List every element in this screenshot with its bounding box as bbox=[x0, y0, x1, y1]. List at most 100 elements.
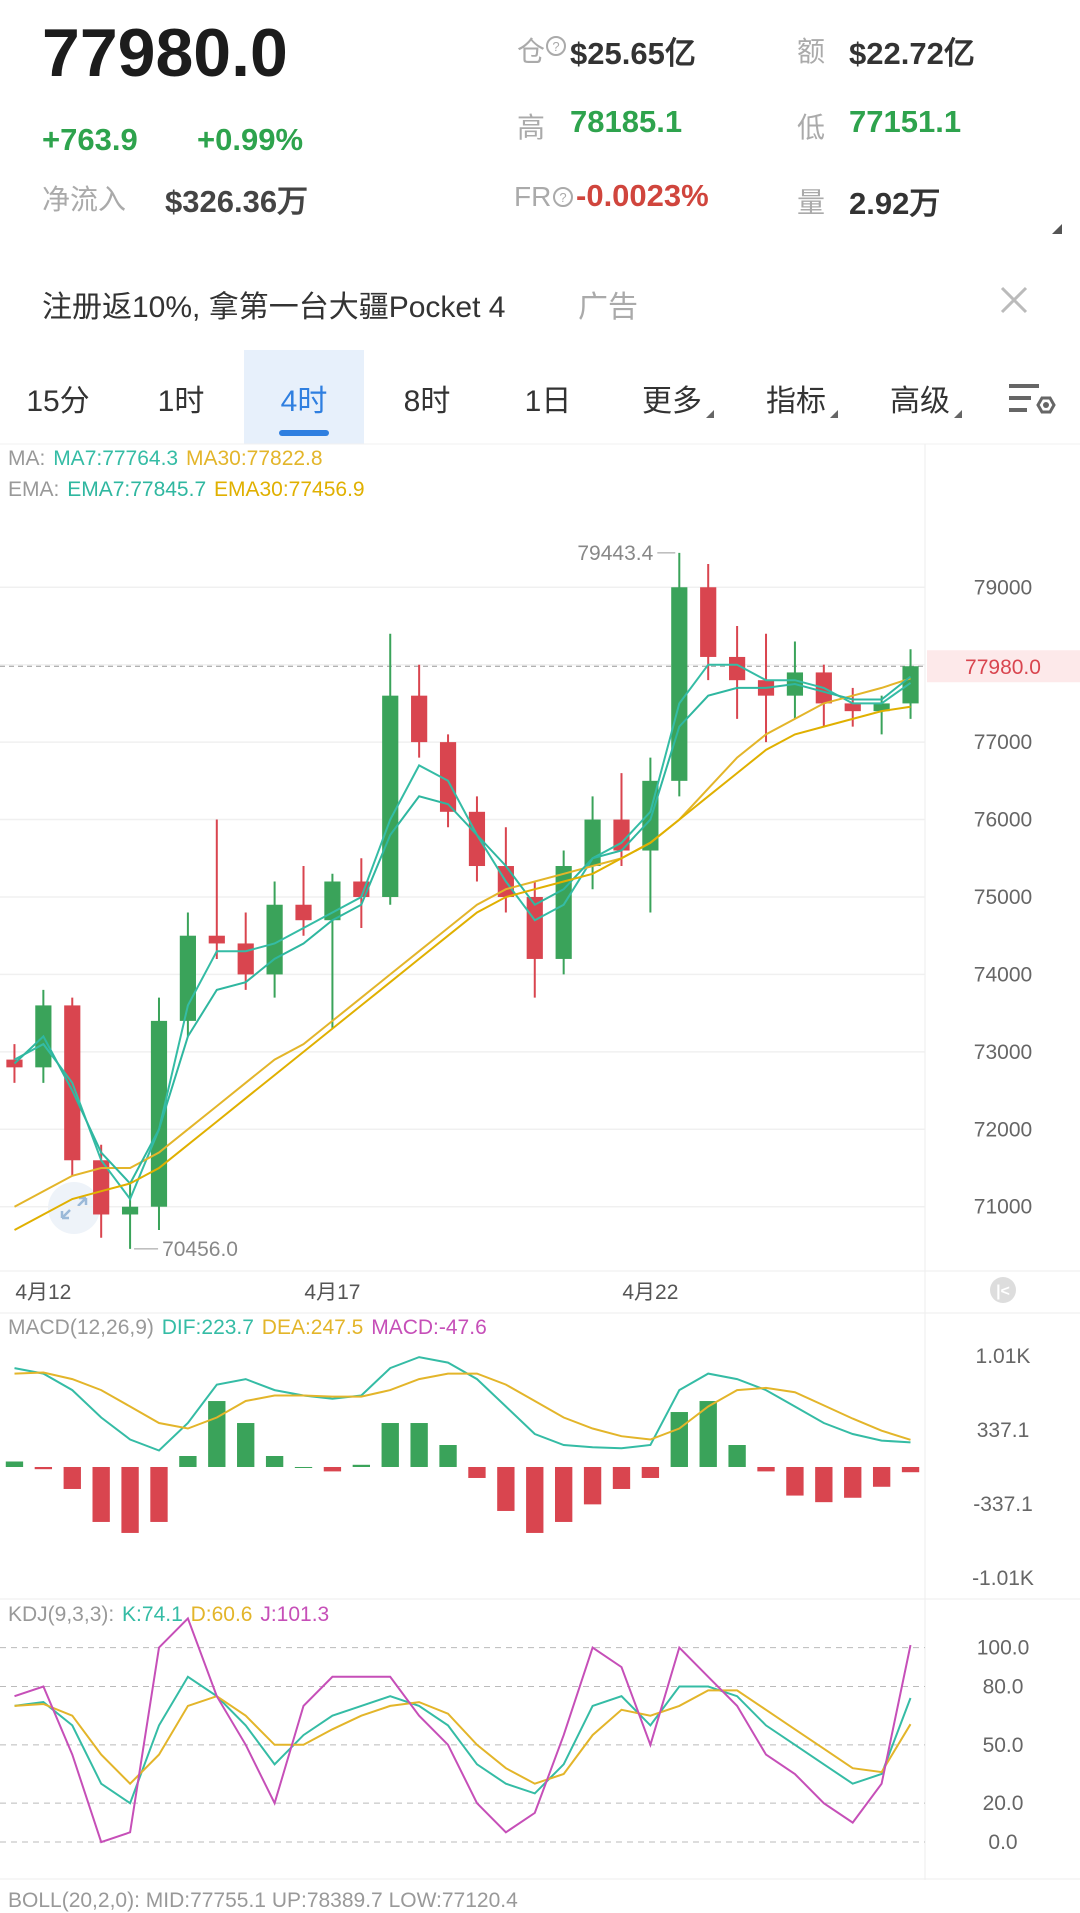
svg-text:?: ? bbox=[552, 39, 559, 54]
candle-body bbox=[295, 904, 312, 921]
y-tick-label: 20.0 bbox=[983, 1792, 1024, 1815]
candle-body bbox=[411, 695, 428, 743]
dropdown-mark bbox=[954, 410, 962, 418]
macd-bar bbox=[265, 1456, 284, 1467]
macd-bar bbox=[410, 1423, 428, 1467]
legend: MA: MA7:77764.3 MA30:77822.8 bbox=[8, 447, 325, 471]
macd-bar bbox=[641, 1466, 660, 1478]
close-ad[interactable] bbox=[998, 284, 1030, 316]
candle-body bbox=[150, 1020, 168, 1207]
help-icon[interactable]: ? bbox=[545, 35, 567, 57]
candle-body bbox=[729, 656, 746, 681]
macd-bar bbox=[728, 1445, 746, 1467]
macd-bar bbox=[121, 1466, 139, 1533]
y-tick-label: 80.0 bbox=[983, 1676, 1024, 1699]
expand-corner[interactable] bbox=[1050, 222, 1064, 236]
candle-body bbox=[6, 1059, 23, 1068]
macd-bar bbox=[63, 1466, 81, 1489]
macd-bar bbox=[815, 1466, 833, 1503]
candle-body bbox=[237, 943, 254, 975]
legend-entry: K:74.1 bbox=[122, 1603, 183, 1626]
interval-tab[interactable]: 8时 bbox=[403, 385, 451, 418]
interval-tab[interactable]: 指标 bbox=[766, 385, 826, 418]
candle-body bbox=[671, 587, 688, 781]
net-inflow-label: 净流入 bbox=[42, 184, 127, 215]
candle-body bbox=[208, 935, 225, 944]
macd-bar bbox=[612, 1466, 631, 1489]
candle-body bbox=[700, 587, 717, 657]
y-tick-label: 100.0 bbox=[977, 1637, 1030, 1660]
macd-bar bbox=[670, 1412, 688, 1467]
boll-legend: BOLL(20,2,0): MID:77755.1 UP:78389.7 LOW… bbox=[8, 1889, 518, 1912]
candle-body bbox=[93, 1160, 110, 1215]
macd-bar bbox=[844, 1466, 862, 1498]
ad-text[interactable]: 注册返10%, 拿第一台大疆Pocket 4 bbox=[42, 291, 506, 324]
stat-label: 高 bbox=[517, 112, 546, 143]
ad-tag: 广告 bbox=[578, 291, 638, 324]
stat-value: -0.0023% bbox=[576, 178, 709, 213]
interval-tab[interactable]: 1日 bbox=[524, 385, 572, 418]
candle-body bbox=[873, 703, 890, 712]
candle-body bbox=[844, 703, 861, 712]
y-tick-label: 79000 bbox=[974, 576, 1032, 599]
macd-bar bbox=[5, 1461, 24, 1467]
y-tick-label: 1.01K bbox=[976, 1345, 1031, 1368]
price-change: +763.9 bbox=[42, 122, 138, 157]
stat-label: FR bbox=[514, 181, 552, 212]
legend-label: MA: bbox=[8, 447, 46, 470]
interval-tab[interactable]: 更多 bbox=[642, 385, 702, 418]
stat-value: $25.65亿 bbox=[570, 36, 696, 71]
candle-body bbox=[613, 819, 630, 851]
x-tick-label: 4月22 bbox=[622, 1281, 678, 1304]
macd-bar bbox=[352, 1464, 370, 1467]
macd-bar bbox=[757, 1466, 775, 1472]
macd-bar bbox=[901, 1466, 920, 1473]
legend-entry: J:101.3 bbox=[260, 1603, 330, 1626]
legend-entry: MA7:77764.3 bbox=[53, 447, 179, 470]
stat-label: 低 bbox=[797, 112, 826, 143]
indicator-line bbox=[14, 1371, 911, 1441]
svg-text:?: ? bbox=[559, 190, 566, 205]
interval-tab[interactable]: 15分 bbox=[26, 385, 90, 418]
scroll-end-icon[interactable] bbox=[990, 1277, 1016, 1303]
scroll-end-icon[interactable]: |< bbox=[996, 1283, 1010, 1300]
y-tick-label: 71000 bbox=[974, 1196, 1032, 1219]
high-label: 79443.4 bbox=[577, 542, 653, 565]
legend-entry: D:60.6 bbox=[190, 1603, 253, 1626]
stat-value: $22.72亿 bbox=[849, 36, 975, 71]
indicator-line bbox=[14, 1616, 912, 1844]
indicator-line bbox=[14, 677, 911, 1208]
dropdown-mark bbox=[706, 410, 714, 418]
x-tick-label: 4月17 bbox=[304, 1281, 360, 1304]
legend-entry: MACD:-47.6 bbox=[371, 1316, 487, 1339]
candle-body bbox=[468, 811, 486, 867]
candle-body bbox=[439, 742, 457, 812]
candle-body bbox=[902, 666, 919, 704]
y-tick-label: 75000 bbox=[974, 886, 1032, 909]
indicator-line bbox=[14, 1356, 911, 1452]
macd-bar bbox=[294, 1466, 313, 1468]
indicator-line bbox=[14, 1675, 912, 1805]
indicator-line bbox=[14, 705, 911, 1231]
macd-bar bbox=[237, 1423, 255, 1467]
dropdown-mark bbox=[830, 410, 838, 418]
macd-bar bbox=[92, 1466, 110, 1522]
active-tab-bg bbox=[244, 350, 364, 444]
price-change-pct: +0.99% bbox=[197, 122, 304, 157]
indicator-line bbox=[13, 675, 912, 1186]
stat-value: 78185.1 bbox=[570, 104, 683, 139]
help-icon[interactable]: ? bbox=[552, 186, 574, 208]
interval-tab[interactable]: 高级 bbox=[890, 385, 950, 418]
last-price-tag bbox=[927, 650, 1080, 683]
interval-tab[interactable]: 4时 bbox=[280, 385, 328, 418]
interval-tab[interactable]: 1时 bbox=[157, 385, 205, 418]
y-tick-label: 337.1 bbox=[977, 1419, 1030, 1442]
stat-label: 仓 bbox=[517, 36, 546, 67]
y-tick-label: -337.1 bbox=[973, 1493, 1033, 1516]
settings-icon[interactable] bbox=[1005, 378, 1057, 422]
macd-bar bbox=[786, 1466, 804, 1496]
macd-bar bbox=[699, 1401, 717, 1467]
legend: EMA: EMA7:77845.7 EMA30:77456.9 bbox=[8, 478, 367, 502]
